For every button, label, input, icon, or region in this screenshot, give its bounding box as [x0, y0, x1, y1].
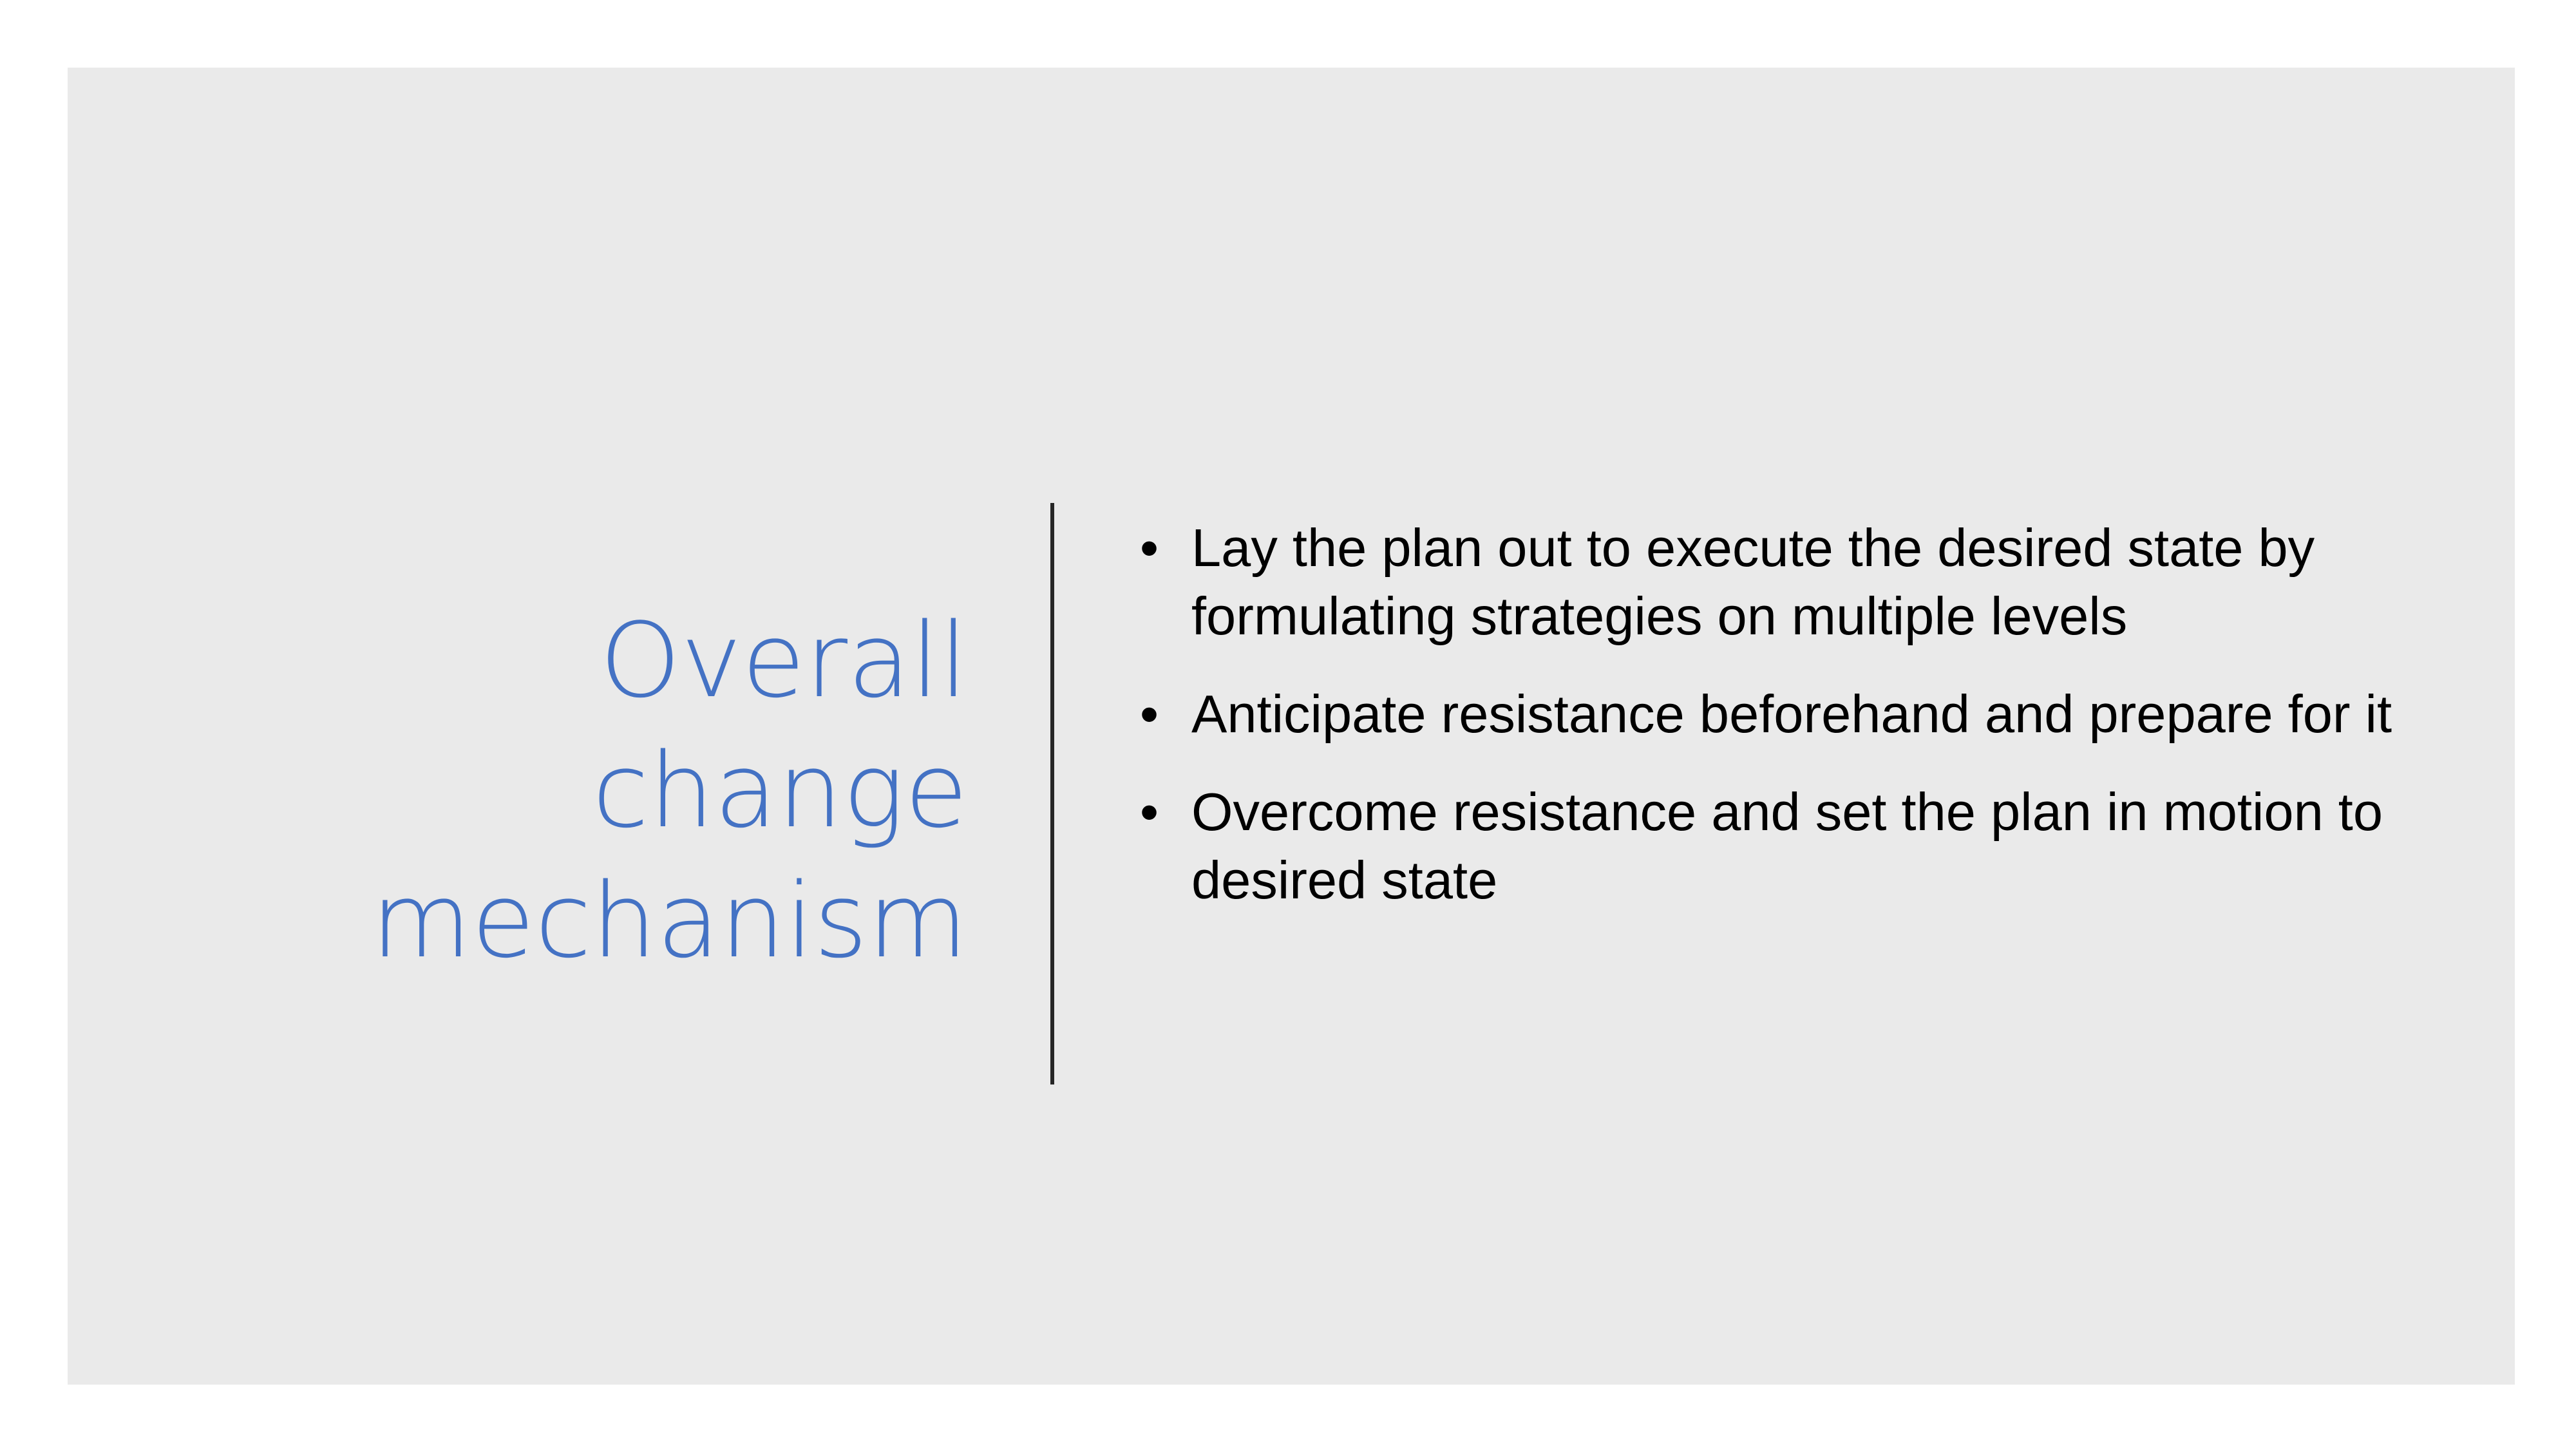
- bullet-marker: •: [1140, 782, 1159, 842]
- title-line: Overall: [600, 600, 968, 721]
- slide: Overall change mechanism • Lay the plan …: [68, 68, 2515, 1385]
- bullet-marker: •: [1140, 518, 1159, 578]
- bullet-item: • Lay the plan out to execute the desire…: [1133, 514, 2479, 650]
- title-line: mechanism: [371, 860, 968, 981]
- bullet-text: Lay the plan out to execute the desired …: [1191, 518, 2315, 646]
- vertical-divider: [1050, 503, 1054, 1084]
- bullet-text: Anticipate resistance beforehand and pre…: [1191, 684, 2392, 744]
- bullet-text: Overcome resistance and set the plan in …: [1191, 782, 2383, 910]
- bullet-marker: •: [1140, 684, 1159, 744]
- title-line: change: [592, 730, 968, 851]
- bullet-item: • Anticipate resistance beforehand and p…: [1133, 680, 2479, 748]
- bullet-list: • Lay the plan out to execute the desire…: [1133, 514, 2479, 944]
- bullet-item: • Overcome resistance and set the plan i…: [1133, 778, 2479, 914]
- slide-title: Overall change mechanism: [261, 596, 968, 986]
